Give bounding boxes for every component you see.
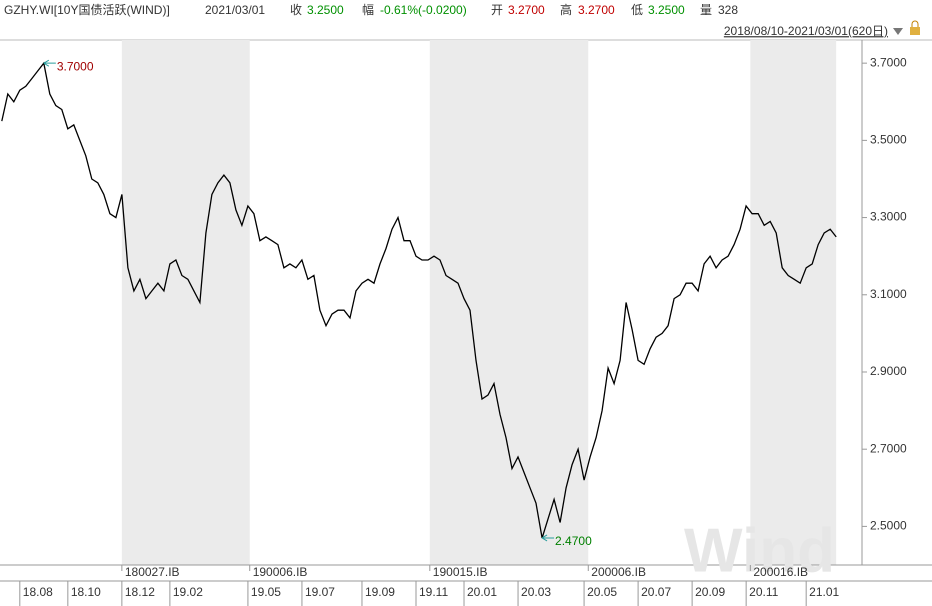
volume: 328: [718, 3, 738, 17]
x-tick-label: 21.01: [809, 585, 839, 599]
dropdown-icon[interactable]: [893, 28, 903, 35]
x-tick-label: 19.05: [251, 585, 281, 599]
annotation-arrow: [541, 534, 555, 542]
close-label: 收: [290, 3, 302, 17]
open-label: 开: [491, 3, 503, 17]
price-line: [1, 61, 837, 539]
y-tick-label: 2.9000: [870, 364, 907, 378]
open: 3.2700: [508, 3, 545, 17]
contract-label: 180027.IB: [125, 565, 180, 579]
annotation-arrow: [43, 59, 56, 67]
contract-label: 190006.IB: [253, 565, 308, 579]
y-tick-label: 3.7000: [870, 55, 907, 69]
contract-label: 190015.IB: [433, 565, 488, 579]
high: 3.2700: [578, 3, 615, 17]
y-tick-label: 2.7000: [870, 441, 907, 455]
x-tick-label: 19.11: [419, 585, 448, 599]
watermark: Wind: [684, 516, 835, 585]
x-tick-label: 19.09: [365, 585, 395, 599]
annotation-label: 3.7000: [57, 59, 94, 73]
x-tick-label: 18.08: [23, 585, 53, 599]
change-label: 幅: [362, 2, 374, 17]
y-tick-label: 3.3000: [870, 210, 907, 224]
y-tick-label: 3.5000: [870, 133, 907, 147]
volume-label: 量: [700, 3, 712, 17]
contract-band: [429, 40, 589, 565]
contract-label: 200016.IB: [753, 565, 808, 579]
y-tick-label: 3.1000: [870, 287, 907, 301]
close: 3.2500: [307, 3, 344, 17]
high-label: 高: [560, 2, 572, 17]
x-tick-label: 20.09: [695, 585, 725, 599]
x-tick-label: 20.03: [521, 585, 551, 599]
annotation-label: 2.4700: [555, 534, 592, 548]
date-range[interactable]: 2018/08/10-2021/03/01(620日): [724, 24, 888, 38]
x-tick-label: 19.07: [305, 585, 335, 599]
contract-band: [750, 40, 837, 565]
x-tick-label: 18.10: [71, 585, 101, 599]
lock-icon[interactable]: [910, 27, 920, 35]
y-tick-label: 2.5000: [870, 519, 907, 533]
lock-shackle: [911, 20, 919, 27]
x-tick-label: 18.12: [125, 585, 155, 599]
contract-band: [121, 40, 250, 565]
low-label: 低: [631, 3, 643, 17]
x-tick-label: 20.07: [641, 585, 671, 599]
contract-label: 200006.IB: [591, 565, 646, 579]
x-tick-label: 19.02: [173, 585, 203, 599]
low: 3.2500: [648, 3, 685, 17]
x-tick-label: 20.01: [467, 585, 497, 599]
date: 2021/03/01: [205, 3, 265, 17]
x-tick-label: 20.11: [749, 585, 778, 599]
x-tick-label: 20.05: [587, 585, 617, 599]
change: -0.61%(-0.0200): [380, 3, 467, 17]
symbol: GZHY.WI[10Y国债活跃(WIND)]: [4, 3, 170, 17]
